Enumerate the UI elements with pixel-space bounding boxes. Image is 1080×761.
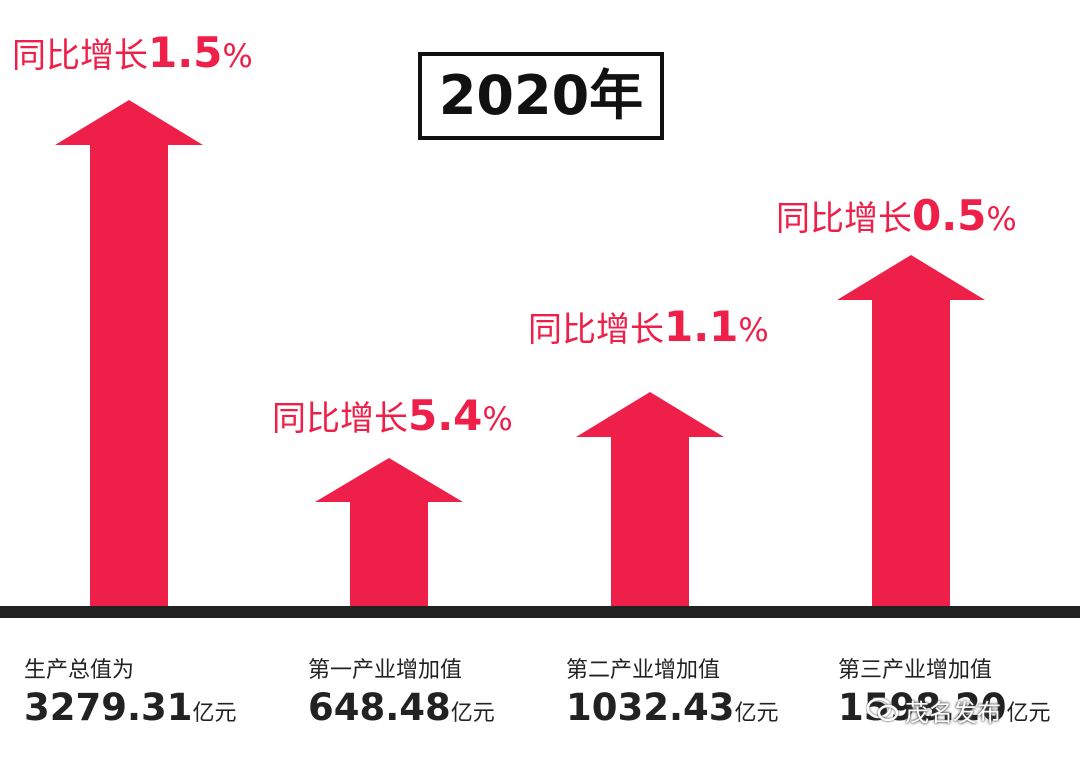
growth-prefix: 同比增长 <box>776 199 912 239</box>
arrow <box>837 255 985 606</box>
growth-prefix: 同比增长 <box>272 399 408 439</box>
growth-value: 0.5 <box>912 191 987 240</box>
growth-unit: % <box>738 311 769 349</box>
amount-unit: 亿元 <box>734 701 779 726</box>
item-amount: 1032.43亿元 <box>566 686 779 729</box>
arrow <box>55 100 203 606</box>
amount-unit: 亿元 <box>192 701 237 726</box>
amount-unit: 亿元 <box>1006 701 1051 726</box>
item-name: 第一产业增加值 <box>308 658 463 683</box>
growth-unit: % <box>986 200 1017 238</box>
growth-prefix: 同比增长 <box>528 310 664 350</box>
growth-label: 同比增长5.4% <box>272 395 513 437</box>
item-amount: 1598.20亿元 <box>838 686 1051 729</box>
watermark-icon <box>866 697 899 722</box>
growth-label: 同比增长0.5% <box>776 195 1017 237</box>
growth-prefix: 同比增长 <box>12 36 148 76</box>
watermark: 茂名发布 <box>905 699 1001 727</box>
amount-value: 3279.31 <box>24 686 193 729</box>
amount-value: 1032.43 <box>566 686 735 729</box>
growth-label: 同比增长1.5% <box>12 32 253 74</box>
growth-value: 1.1 <box>664 302 739 351</box>
title: 2020年 <box>418 52 664 140</box>
amount-unit: 亿元 <box>450 701 495 726</box>
baseline-bar <box>0 606 1080 618</box>
item-name: 第三产业增加值 <box>838 658 993 683</box>
amount-value: 1598.20 <box>838 686 1007 729</box>
growth-unit: % <box>222 37 253 75</box>
growth-value: 1.5 <box>148 28 223 77</box>
growth-label: 同比增长1.1% <box>528 306 769 348</box>
growth-value: 5.4 <box>408 391 483 440</box>
growth-unit: % <box>482 400 513 438</box>
amount-value: 648.48 <box>308 686 451 729</box>
item-amount: 648.48亿元 <box>308 686 495 729</box>
arrow <box>315 458 463 606</box>
item-name: 生产总值为 <box>24 658 135 683</box>
arrow <box>576 392 724 606</box>
item-name: 第二产业增加值 <box>566 658 721 683</box>
item-amount: 3279.31亿元 <box>24 686 237 729</box>
